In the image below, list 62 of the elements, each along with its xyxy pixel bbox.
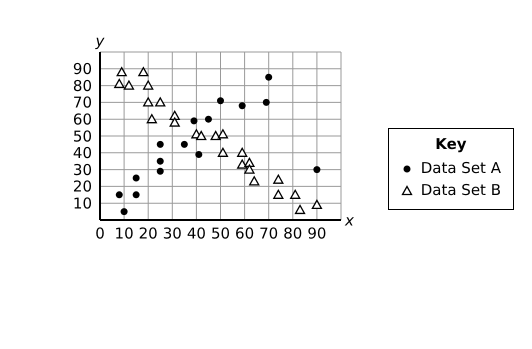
point [218,129,228,138]
point [138,67,149,76]
x-tick-label: 20 [138,224,158,243]
y-tick-label: 90 [72,60,92,78]
point [218,148,228,157]
point [120,208,128,216]
point [265,74,272,81]
point [273,190,284,199]
point [116,191,123,198]
y-tick-label: 60 [72,110,92,129]
point [238,102,246,110]
y-tick-label: 10 [72,194,92,213]
point [143,97,154,107]
point [294,204,306,214]
legend-label: Data Set B [420,181,501,199]
y-axis-title: y [94,32,106,50]
y-tick-label: 30 [72,160,92,179]
legend-label: Data Set A [420,159,501,177]
point [249,176,260,186]
y-tick-label: 80 [72,76,92,95]
legend-title: Key [434,135,468,153]
y-tick-label: 20 [72,178,92,196]
x-tick-label: 10 [114,224,134,243]
x-tick-label: 30 [162,224,182,243]
point [312,200,322,210]
x-tick-label: 90 [307,224,326,243]
point [244,164,255,174]
point [210,130,221,140]
x-tick-label: 60 [235,224,254,243]
y-tick-label: 40 [72,144,92,162]
point [196,130,206,140]
x-tick-label: 40 [186,224,206,243]
point [237,159,248,169]
y-tick-label: 70 [72,94,92,112]
point [143,80,154,90]
point [124,80,134,90]
point [190,117,198,124]
point [132,191,140,198]
point [146,114,157,124]
point [217,97,224,104]
x-tick-label: 50 [210,224,230,243]
point [204,116,212,123]
point [156,158,164,165]
point [273,174,284,184]
point [156,140,164,148]
point [180,140,188,148]
point [155,97,166,107]
x-axis-title: x [344,211,354,230]
point [156,168,164,175]
point [195,150,202,158]
point [116,67,127,76]
point [132,174,140,182]
point [290,190,300,199]
point [170,117,180,127]
point [262,98,270,106]
x-tick-label: 0 [95,224,105,243]
point [313,166,320,174]
x-tick-label: 80 [283,224,302,243]
y-tick-label: 50 [72,127,92,146]
point [114,78,124,88]
point [237,148,248,157]
x-tick-label: 70 [259,224,278,243]
